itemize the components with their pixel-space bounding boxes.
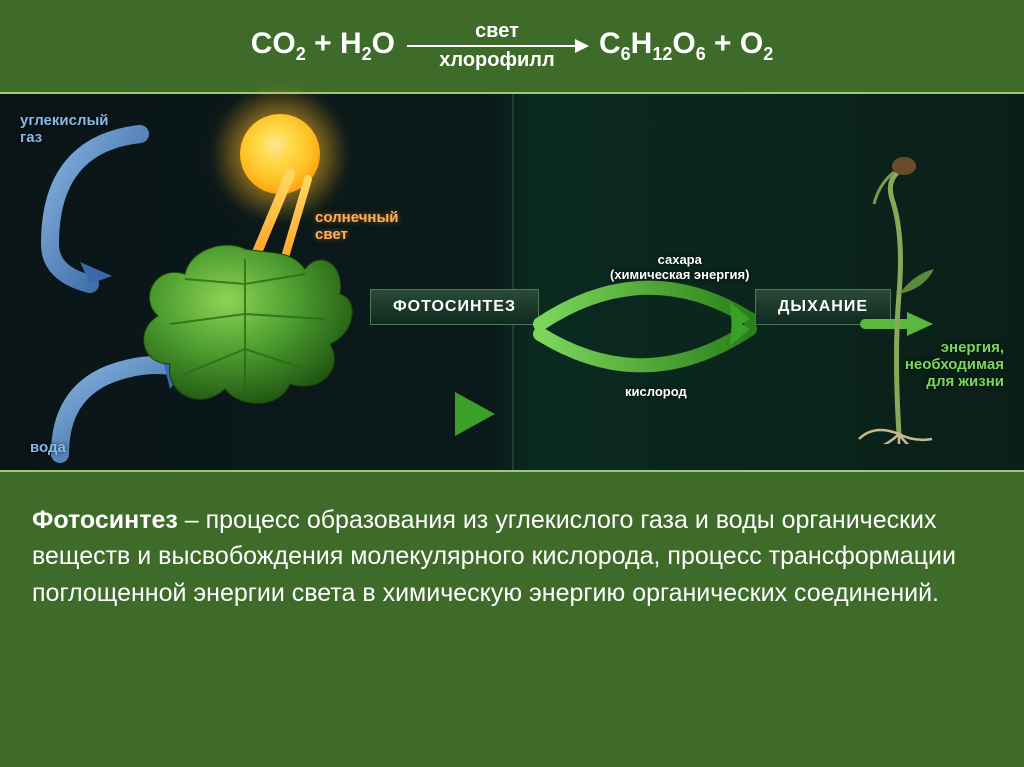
equation-lhs: CO2 + H2O (251, 27, 395, 65)
panel-divider (512, 94, 514, 470)
sugars-label: сахара (химическая энергия) (610, 252, 749, 282)
water-label: вода (30, 439, 66, 456)
equation-rhs: C6H12O6 + O2 (599, 27, 773, 65)
oxygen-label: кислород (625, 384, 687, 399)
co2-label: углекислый газ (20, 112, 109, 146)
photosynthesis-equation: CO2 + H2O свет хлорофилл C6H12O6 + O2 (0, 0, 1024, 82)
arrow-line-icon (407, 45, 587, 47)
sprout-icon (844, 154, 954, 444)
sunlight-label: солнечный свет (315, 209, 399, 243)
photosynthesis-diagram: углекислый газ солнечный свет вода ФОТОС… (0, 92, 1024, 472)
arrow-top-label: свет (475, 20, 519, 43)
definition-text: Фотосинтез – процесс образования из угле… (0, 472, 1024, 641)
leaf-output-arrow-icon (280, 384, 500, 444)
cycle-arrows-icon (530, 264, 760, 384)
photosynthesis-badge: ФОТОСИНТЕЗ (370, 289, 539, 325)
reaction-arrow: свет хлорофилл (407, 20, 587, 72)
definition-term: Фотосинтез (32, 506, 178, 534)
arrow-bottom-label: хлорофилл (439, 49, 554, 72)
